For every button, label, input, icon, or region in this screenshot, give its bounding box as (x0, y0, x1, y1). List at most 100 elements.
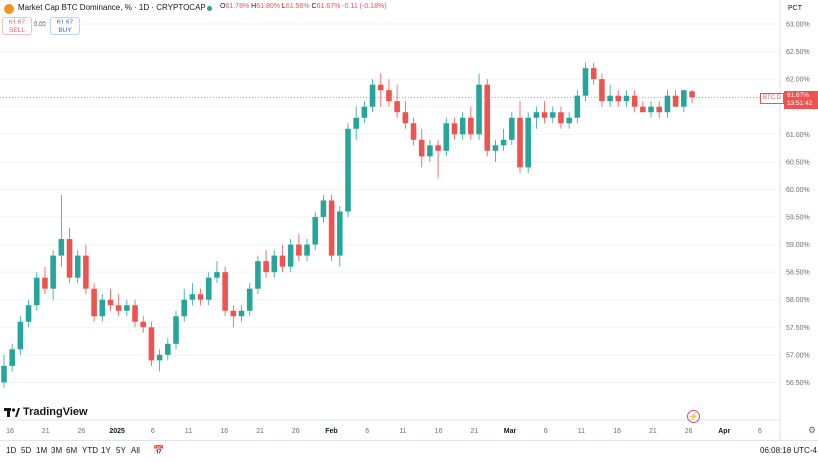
candle-body (107, 299, 114, 306)
tradingview-logo[interactable]: TradingView (4, 406, 88, 418)
x-tick-label: 21 (42, 428, 50, 435)
candle-body (623, 95, 630, 102)
candle-body (484, 84, 491, 151)
x-tick-label: 21 (470, 428, 478, 435)
candle-body (468, 117, 474, 135)
candle-body (525, 117, 531, 168)
y-tick-label: 60.00% (786, 187, 810, 194)
candle-body (369, 84, 376, 107)
candle-body (42, 277, 48, 289)
y-tick-label: 62.00% (786, 77, 810, 84)
timeframe-5d[interactable]: 5D (21, 446, 32, 455)
candle-body (197, 294, 204, 300)
candle-body (214, 272, 220, 278)
candle-body (558, 112, 564, 124)
settings-icon[interactable]: ⚙ (808, 425, 817, 435)
brand-name: TradingView (23, 406, 88, 418)
buy-button[interactable]: 61.67 BUY (50, 17, 80, 35)
x-tick-label: 26 (292, 428, 300, 435)
sell-label: SELL (9, 27, 25, 34)
y-tick-label: 61.00% (786, 132, 810, 139)
candle-body (263, 261, 269, 273)
candle-body (222, 272, 228, 311)
lightning-icon[interactable]: ⚡ (687, 410, 700, 423)
candle-body (312, 217, 319, 245)
candle-body (328, 200, 335, 256)
candle-body (672, 95, 679, 107)
candle-body (115, 305, 122, 311)
candle-body (91, 288, 97, 317)
candle-body (410, 123, 417, 140)
candle-body (476, 84, 482, 135)
candle-body (58, 239, 65, 256)
tradingview-logo-icon (4, 407, 20, 417)
candle-body (173, 316, 179, 344)
candle-body (132, 305, 138, 322)
candle-body (165, 343, 171, 355)
candle-body (17, 321, 24, 350)
candle-body (287, 244, 294, 267)
x-tick-label: 11 (399, 428, 406, 435)
candle-body (459, 117, 466, 135)
buy-label: BUY (58, 27, 72, 34)
sell-button[interactable]: 61.67 SELL (2, 17, 32, 35)
symbol-title[interactable]: Market Cap BTC Dominance, % · 1D · CRYPT… (18, 3, 206, 12)
date-range-calendar-icon[interactable]: 📅 (153, 445, 165, 455)
candle-body (689, 91, 695, 98)
candle-body (124, 305, 130, 311)
timeframe-5y[interactable]: 5Y (116, 446, 126, 455)
x-tick-label: 16 (435, 428, 443, 435)
candle-body (33, 277, 40, 306)
candle-body (230, 310, 237, 317)
sell-price: 61.67 (8, 19, 26, 26)
chart-header: Market Cap BTC Dominance, % · 1D · CRYPT… (0, 0, 780, 40)
candle-body (1, 365, 7, 383)
bottom-toolbar: 1D 5D 1M 3M 6M YTD 1Y 5Y All 📅 06:08:18 … (0, 440, 818, 462)
candle-body (590, 68, 597, 80)
candle-body (607, 95, 613, 102)
candle-body (156, 354, 163, 361)
bar-countdown: 13:51:42 (787, 100, 813, 107)
x-tick-label: 6 (151, 428, 155, 435)
timeframe-all[interactable]: All (131, 446, 140, 455)
candle-body (566, 117, 572, 124)
x-tick-label: 16 (6, 428, 14, 435)
x-tick-label: Mar (504, 428, 517, 435)
candle-body (640, 106, 646, 113)
y-tick-label: 58.50% (786, 270, 810, 277)
x-tick-label: 6 (544, 428, 548, 435)
x-tick-label: 2025 (109, 428, 125, 435)
timeframe-1m[interactable]: 1M (36, 446, 48, 455)
candle-body (74, 255, 81, 278)
candle-body (418, 139, 425, 157)
x-tick-label: Apr (718, 428, 730, 435)
x-tick-label: 6 (365, 428, 369, 435)
candle-body (599, 79, 605, 102)
candle-body (148, 327, 155, 361)
candle-body (189, 294, 196, 300)
timeframe-3m[interactable]: 3M (51, 446, 63, 455)
ohlc-readout: O61.78% H61.80% L61.56% C61.67% -0.11 (-… (220, 3, 387, 10)
utc-clock[interactable]: 06:08:18 UTC-4 (760, 446, 817, 455)
x-tick-label: 6 (758, 428, 762, 435)
x-tick-label: 16 (613, 428, 621, 435)
timeframe-6m[interactable]: 6M (66, 446, 78, 455)
candle-body (427, 145, 433, 157)
candlestick-chart[interactable]: 56.50% 57.00% 57.50% 58.00% 58.50% 59.00% 59.5… (0, 0, 818, 440)
timeframe-1y[interactable]: 1Y (101, 446, 111, 455)
candle-body (361, 106, 368, 118)
timeframe-1d[interactable]: 1D (6, 446, 17, 455)
candle-body (582, 68, 589, 96)
candle-body (541, 112, 548, 118)
candle-body (205, 277, 212, 300)
y-tick-label: 59.50% (786, 215, 810, 222)
x-tick-label: 26 (685, 428, 693, 435)
y-tick-label: 59.00% (786, 242, 810, 249)
candle-body (443, 123, 450, 151)
price-axis-unit[interactable]: PCT (788, 5, 802, 12)
timeframe-ytd[interactable]: YTD (82, 446, 98, 455)
candle-body (337, 211, 343, 256)
candle-body (50, 255, 56, 289)
candle-body (664, 95, 671, 113)
symbol-price-tag: BTC.D (760, 93, 784, 104)
